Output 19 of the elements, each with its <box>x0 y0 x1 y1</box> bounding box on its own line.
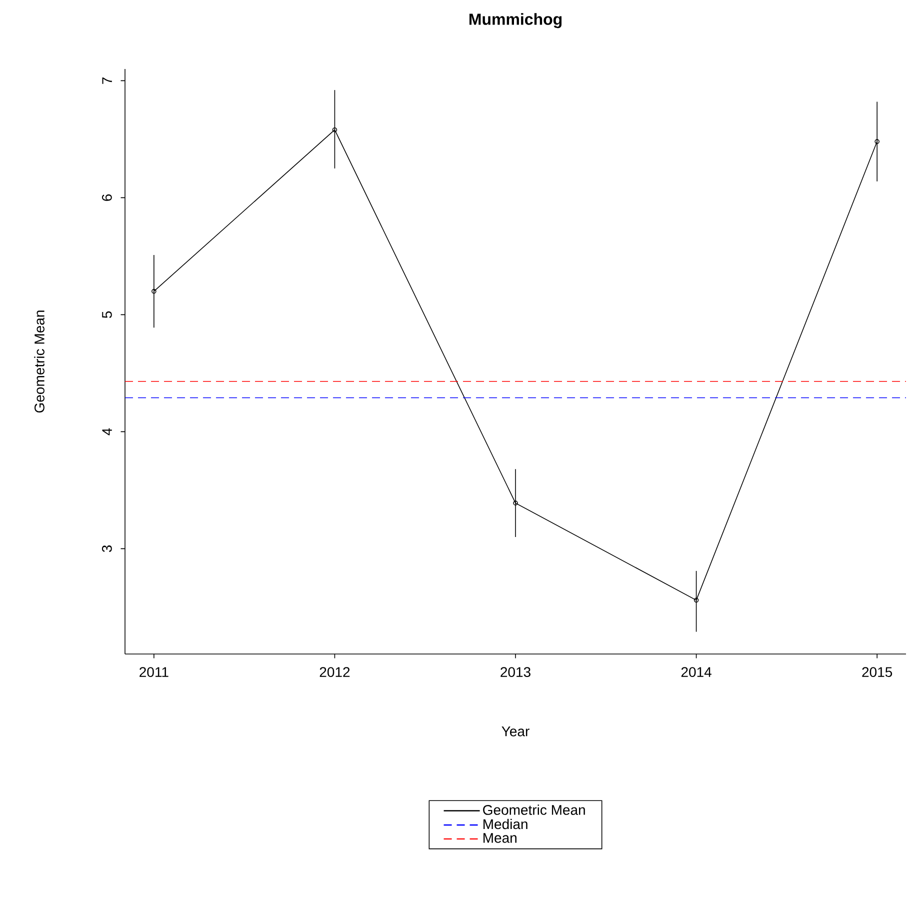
point <box>513 500 518 506</box>
point <box>694 598 699 603</box>
legend-label: Mean <box>484 833 516 843</box>
y-tick-label: 4 <box>102 428 112 436</box>
y-axis-title: Geometric Mean <box>34 310 44 413</box>
x-tick-label: 2012 <box>320 667 350 678</box>
legend-label: Geometric Mean <box>483 804 585 815</box>
x-tick-label: 2014 <box>681 667 712 678</box>
y-tick-label: 5 <box>102 311 112 318</box>
x-tick-label: 2013 <box>500 667 530 678</box>
x-axis-title: Year <box>502 726 530 736</box>
x-tick-label: 2015 <box>862 667 892 678</box>
y-tick-label: 7 <box>102 78 112 84</box>
y-tick-label: 3 <box>102 545 112 552</box>
legend-label: Median <box>484 818 528 830</box>
x-tick-label: 2011 <box>140 667 168 678</box>
point <box>332 127 338 132</box>
chart-title: Mummichog <box>469 13 562 28</box>
y-tick-label: 6 <box>102 194 112 201</box>
